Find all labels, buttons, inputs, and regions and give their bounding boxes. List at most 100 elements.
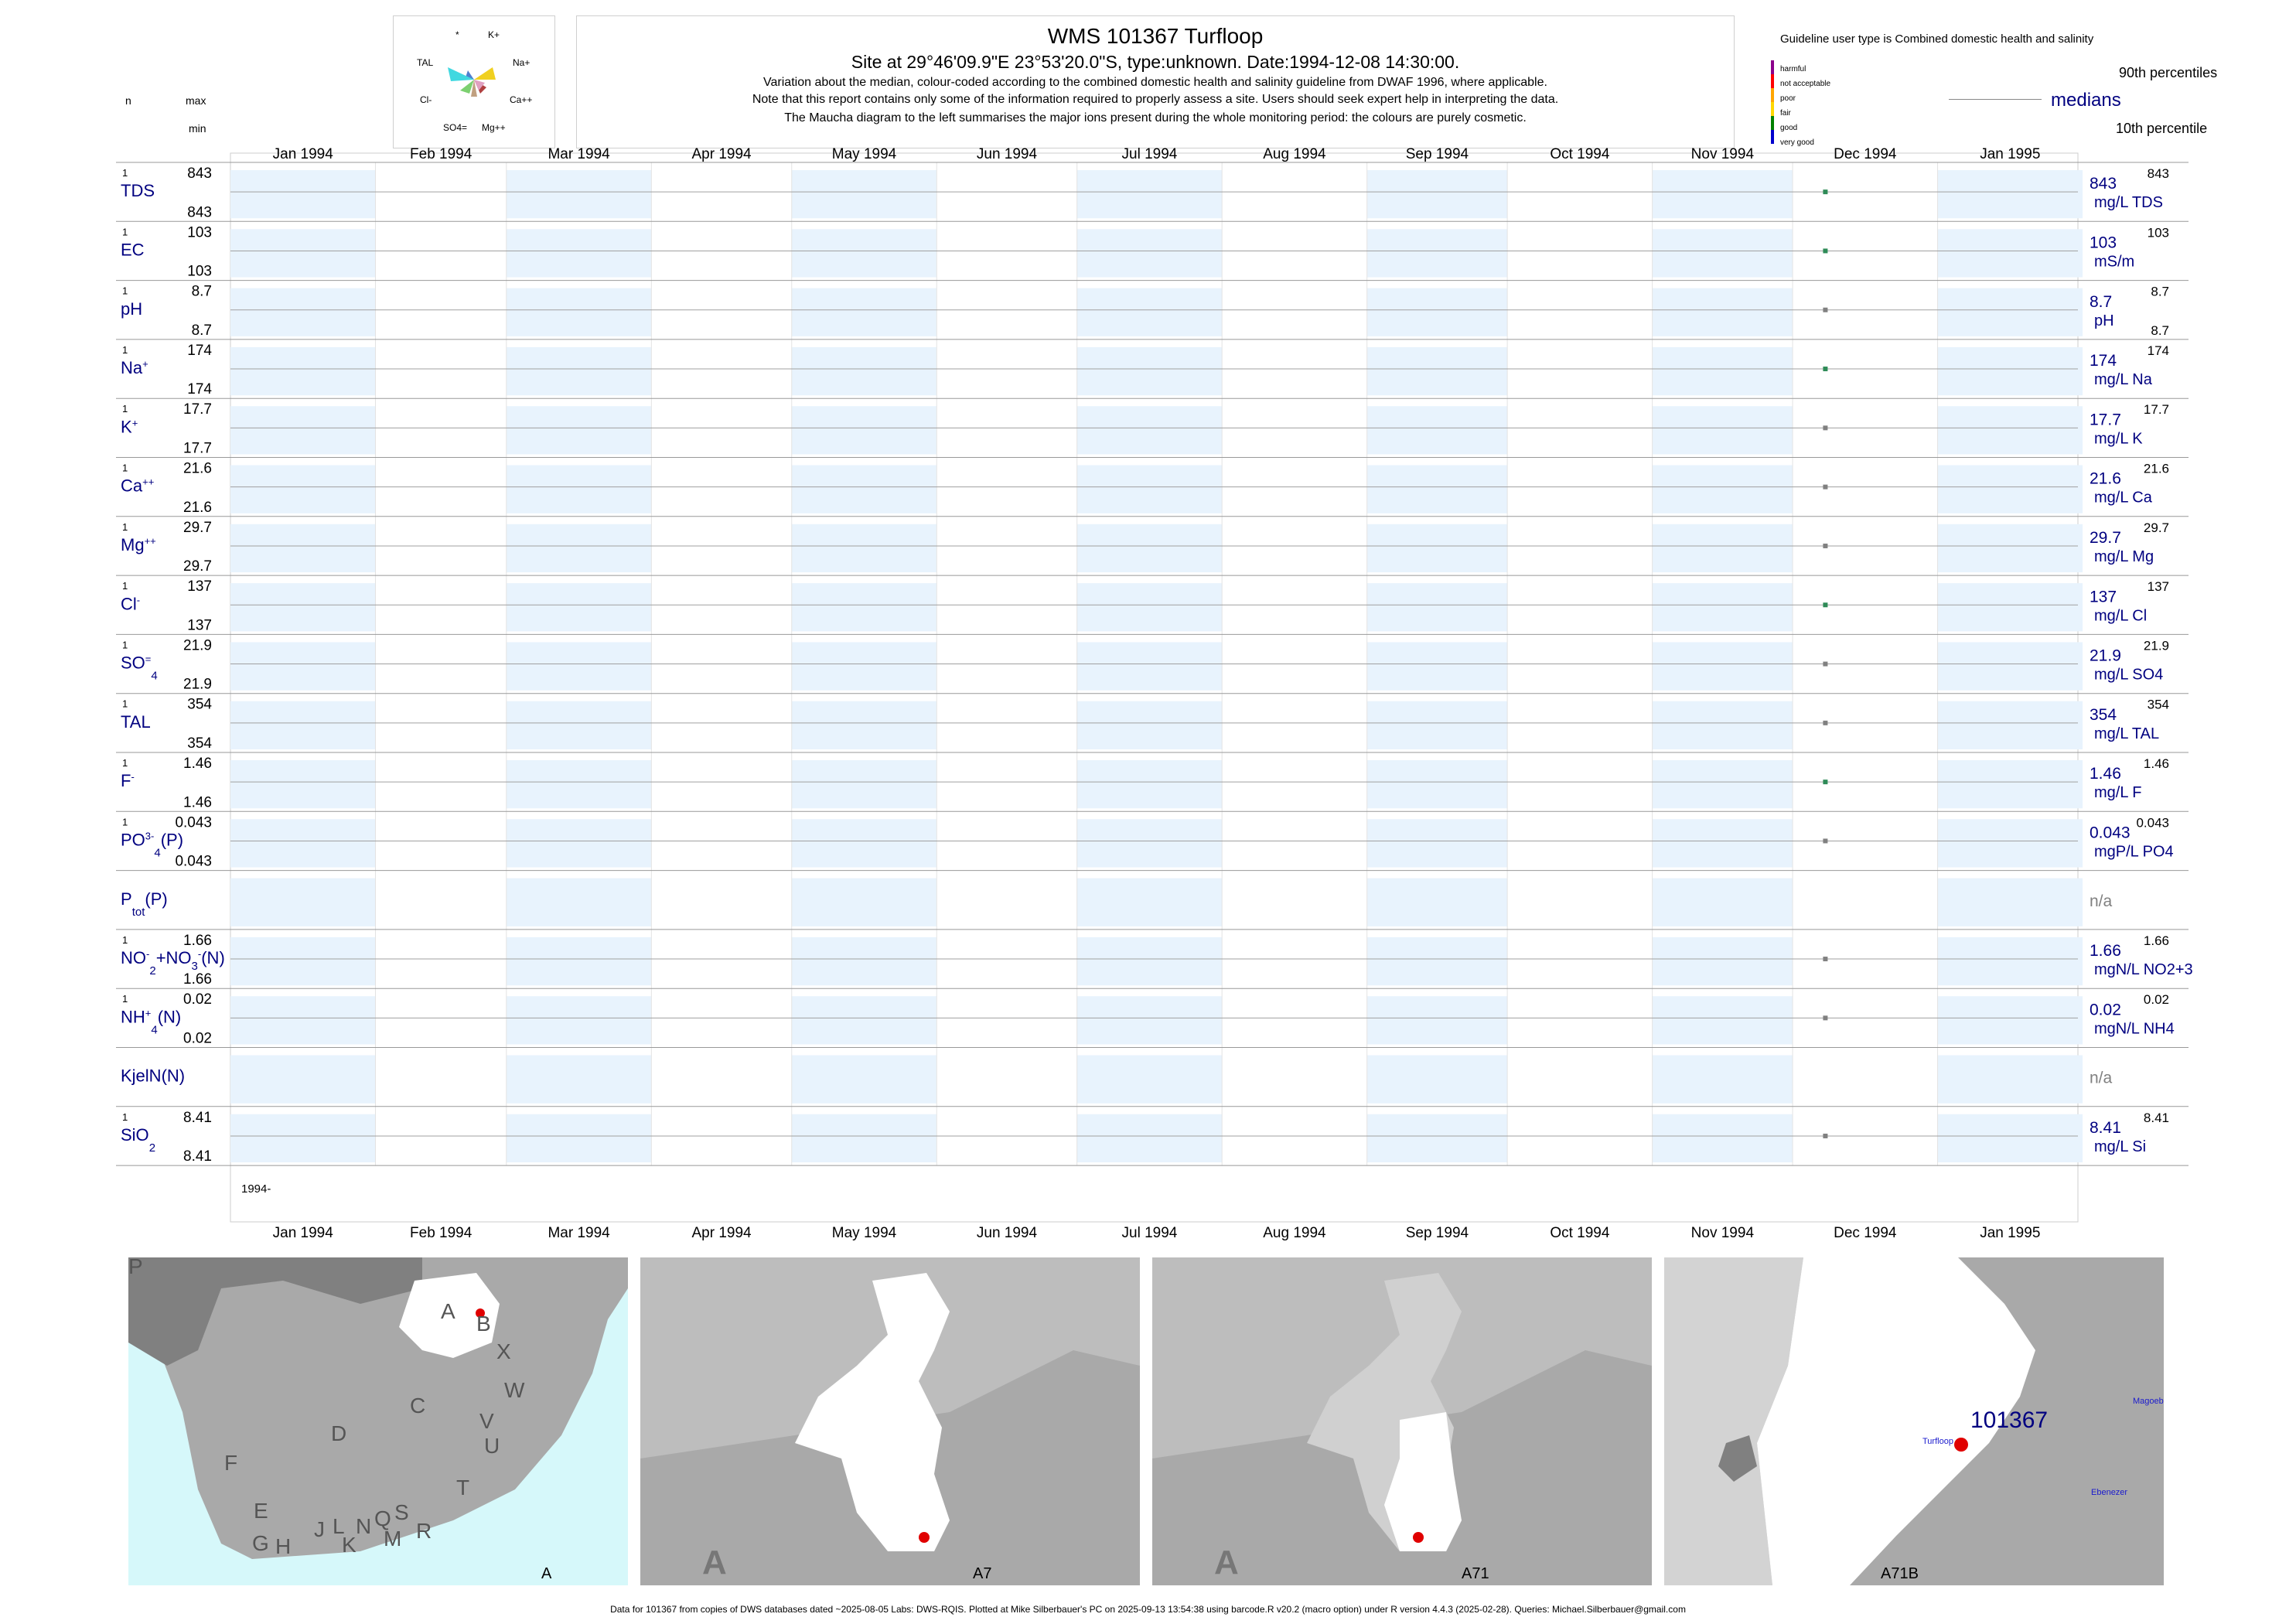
barcode-chart: Jan 1994 Jan 1994 Feb 1994 Feb 1994 Mar 1994… <box>116 146 2193 1241</box>
map-region-letter: Q <box>374 1506 391 1530</box>
month-band <box>1076 229 1223 278</box>
month-band <box>506 524 652 573</box>
min-value: 137 <box>187 617 212 633</box>
month-band <box>230 346 376 396</box>
month-band <box>1076 642 1223 691</box>
p90-value: 1.66 <box>2144 933 2169 948</box>
month-band <box>1652 996 1793 1045</box>
guideline-level: harmful <box>1780 65 1806 73</box>
parameter-label: F- <box>121 771 135 790</box>
month-label-bottom: Feb 1994 <box>410 1225 473 1241</box>
parameter-label-part: KjelN(N) <box>121 1066 185 1086</box>
month-band <box>1076 1114 1223 1163</box>
p90-value: 843 <box>2148 166 2169 181</box>
map-region-letter: K <box>342 1533 357 1557</box>
map-a71: A A71 <box>1152 1257 1652 1585</box>
parameter-label-part: + <box>132 417 138 428</box>
month-band <box>506 642 652 691</box>
max-value: 8.41 <box>183 1110 212 1126</box>
month-band <box>1652 701 1793 749</box>
p90-value: 8.7 <box>2151 285 2169 299</box>
page-title: WMS 101367 Turfloop <box>1047 24 1264 48</box>
site-marker <box>1413 1532 1424 1543</box>
month-band <box>1076 288 1223 336</box>
max-value: 354 <box>187 697 212 713</box>
median-value: 17.7 <box>2090 411 2121 428</box>
max-value: 1.46 <box>183 756 212 772</box>
month-band <box>1652 819 1793 868</box>
month-band <box>1937 937 2083 986</box>
maucha-label: TAL <box>417 57 433 68</box>
map-region-letter: W <box>504 1378 525 1402</box>
month-band <box>506 583 652 632</box>
month-band <box>791 583 937 632</box>
month-band <box>1652 406 1793 455</box>
place-label: Magoebaskloof <box>2133 1397 2164 1406</box>
month-label-top: Nov 1994 <box>1691 146 1755 162</box>
median-value: 174 <box>2090 352 2117 370</box>
map-region-letter: D <box>331 1421 347 1445</box>
parameter-label-part: (N) <box>201 948 225 967</box>
parameter-label-part: K <box>121 417 132 436</box>
month-band <box>791 288 937 336</box>
parameter-label: PO3- 4(P) <box>121 830 183 859</box>
unit-label: mg/L TAL <box>2094 725 2159 742</box>
map-region-letter: R <box>416 1519 432 1543</box>
site-subtitle: Site at 29°46'09.9"E 23°53'20.0"S, type:… <box>851 52 1460 72</box>
month-band <box>1937 760 2083 809</box>
title-panel: WMS 101367 Turfloop Site at 29°46'09.9"E… <box>576 15 1735 148</box>
region-letter: A <box>1214 1544 1239 1581</box>
parameter-label: SO= 4 <box>121 653 158 683</box>
month-band <box>1366 170 1508 219</box>
map-a71-svg <box>1152 1257 1652 1551</box>
parameter-label-part: TAL <box>121 712 151 732</box>
parameter-label: SiO2 <box>121 1125 155 1155</box>
parameter-label: Ptot(P) <box>121 889 168 919</box>
month-label-top: Sep 1994 <box>1406 146 1469 162</box>
maucha-svg: * K+ TAL Na+ Cl- Ca++ SO4= Mg++ <box>417 29 532 133</box>
month-band <box>1366 1114 1508 1163</box>
sample-count: 1 <box>122 1111 128 1123</box>
month-band <box>1076 406 1223 455</box>
p90-value: 0.043 <box>2136 815 2169 830</box>
p90-value: 0.02 <box>2144 992 2169 1007</box>
map-region-letter: P <box>128 1257 143 1278</box>
maucha-label: K+ <box>488 29 500 40</box>
parameter-label-part: ++ <box>145 535 156 547</box>
min-value: 8.41 <box>183 1148 212 1165</box>
legend-p90: 90th percentiles <box>2119 65 2218 80</box>
month-band <box>791 1114 937 1163</box>
month-band <box>506 1055 652 1104</box>
month-band <box>1366 465 1508 513</box>
map-region-letter: M <box>384 1527 402 1551</box>
month-band <box>230 878 376 926</box>
median-value: 137 <box>2090 588 2117 606</box>
month-band <box>791 1055 937 1104</box>
max-value: 1.66 <box>183 933 212 949</box>
month-label-bottom: Jan 1995 <box>1980 1225 2040 1241</box>
month-band <box>506 996 652 1045</box>
median-value: 0.02 <box>2090 1001 2121 1018</box>
month-band <box>230 170 376 219</box>
month-band <box>506 288 652 336</box>
month-band <box>506 229 652 278</box>
month-label-bottom: Jun 1994 <box>977 1225 1038 1241</box>
unit-label: mg/L Ca <box>2094 490 2153 507</box>
sample-count: 1 <box>122 757 128 769</box>
sample-count: 1 <box>122 993 128 1005</box>
parameter-label-part: Cl <box>121 594 137 613</box>
month-label-top: Aug 1994 <box>1263 146 1326 162</box>
map-a7-svg <box>640 1257 1140 1551</box>
parameter-label-part: Ca <box>121 476 143 496</box>
min-value: 843 <box>187 204 212 220</box>
guideline-level: poor <box>1780 94 1796 103</box>
data-point <box>1823 838 1828 844</box>
month-label-top: Jul 1994 <box>1122 146 1178 162</box>
p90-value: 29.7 <box>2144 520 2169 535</box>
map-region-letter: C <box>410 1394 426 1418</box>
neighbour-area <box>128 1257 422 1366</box>
min-value: 1.66 <box>183 971 212 988</box>
month-band <box>1076 524 1223 573</box>
site-label: 101367 <box>1970 1407 2049 1433</box>
